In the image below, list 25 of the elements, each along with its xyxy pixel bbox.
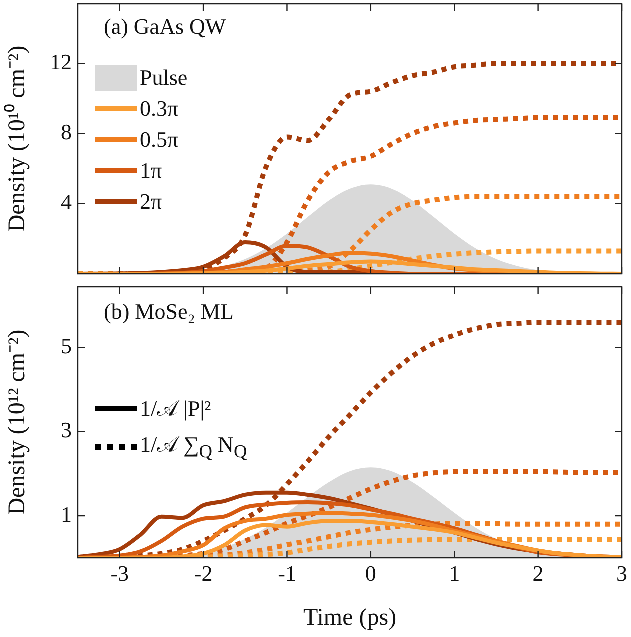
- annotation: 1/𝒜 ∑$_{Q}$ N$_{Q}$: [140, 432, 248, 462]
- y-tick-label: 1: [61, 502, 72, 527]
- text: (b) MoSe₂ ML: [104, 299, 234, 325]
- legend-label: 0.5π: [140, 126, 179, 152]
- x-axis-title: Time (ps): [303, 604, 397, 631]
- annotation: 1/𝒜 |P|²: [140, 396, 212, 422]
- legend-label: 1π: [140, 158, 162, 184]
- legend-label: 2π: [140, 188, 162, 214]
- text: (a) GaAs QW: [104, 14, 226, 40]
- x-tick-label: -2: [194, 560, 213, 586]
- x-tick-label: 0: [365, 560, 376, 586]
- y-tick-label: 4: [61, 190, 72, 215]
- legend-label: Pulse: [140, 64, 188, 90]
- y-tick-label: 5: [61, 334, 72, 359]
- x-tick-label: -1: [278, 560, 296, 586]
- y-tick-label: 3: [61, 418, 72, 443]
- y-axis-title: Density (10¹² cm⁻²): [4, 330, 31, 516]
- x-tick-label: 3: [616, 560, 628, 586]
- x-tick-label: 2: [532, 560, 544, 586]
- y-tick-label: 12: [50, 49, 72, 74]
- y-tick-label: 8: [61, 120, 72, 145]
- y-axis-title: Density (10¹⁰ cm⁻²): [4, 46, 31, 232]
- legend-label: 0.3π: [140, 96, 179, 122]
- x-tick-label: -3: [110, 560, 130, 586]
- x-tick-label: 1: [449, 560, 460, 586]
